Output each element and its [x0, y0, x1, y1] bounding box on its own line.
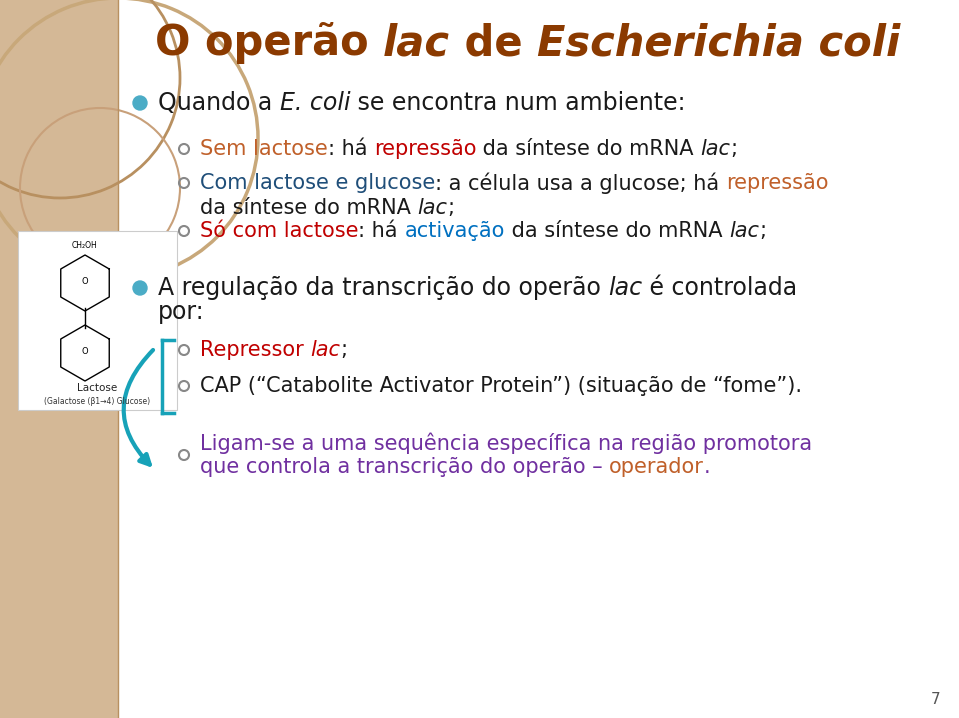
Text: O operão: O operão [155, 22, 384, 64]
Text: ;: ; [448, 198, 455, 218]
Text: : a célula usa a glucose; há: : a célula usa a glucose; há [435, 172, 726, 194]
Text: lac: lac [608, 276, 643, 300]
Text: Quando a: Quando a [158, 91, 280, 115]
Text: repressão: repressão [726, 173, 829, 193]
Text: é controlada: é controlada [643, 276, 798, 300]
Text: repressão: repressão [374, 139, 477, 159]
Circle shape [133, 281, 147, 295]
Text: Repressor: Repressor [200, 340, 311, 360]
Text: O: O [82, 276, 88, 286]
Text: (Galactose (β1→4) Glucose): (Galactose (β1→4) Glucose) [44, 396, 151, 406]
Text: A regulação da transcrição do operão: A regulação da transcrição do operão [158, 276, 608, 300]
Text: ;: ; [760, 221, 766, 241]
Text: lac: lac [700, 139, 731, 159]
Text: lac: lac [311, 340, 340, 360]
Text: CAP (“Catabolite Activator Protein”) (situação de “fome”).: CAP (“Catabolite Activator Protein”) (si… [200, 376, 802, 396]
Text: : há: : há [328, 139, 374, 159]
Text: operador: operador [609, 457, 704, 477]
FancyBboxPatch shape [18, 231, 177, 410]
Text: de: de [450, 22, 537, 64]
Text: da síntese do mRNA: da síntese do mRNA [200, 198, 417, 218]
Text: activação: activação [405, 221, 505, 241]
Text: E. coli: E. coli [280, 91, 350, 115]
Text: 7: 7 [930, 692, 940, 707]
Text: Lactose: Lactose [78, 383, 118, 393]
Text: Escherichia coli: Escherichia coli [537, 22, 901, 64]
Text: O: O [82, 347, 88, 355]
Text: Ligam-se a uma sequência específica na região promotora: Ligam-se a uma sequência específica na r… [200, 432, 812, 454]
Text: da síntese do mRNA: da síntese do mRNA [477, 139, 700, 159]
Circle shape [133, 96, 147, 110]
Text: se encontra num ambiente:: se encontra num ambiente: [350, 91, 686, 115]
Text: Com lactose e glucose: Com lactose e glucose [200, 173, 435, 193]
Text: ;: ; [731, 139, 737, 159]
Text: por:: por: [158, 300, 204, 324]
Text: que controla a transcrição do operão –: que controla a transcrição do operão – [200, 457, 609, 477]
Text: ;: ; [340, 340, 347, 360]
Text: lac: lac [417, 198, 448, 218]
Text: Só com lactose: Só com lactose [200, 221, 359, 241]
Text: Sem lactose: Sem lactose [200, 139, 328, 159]
Text: CH₂OH: CH₂OH [72, 241, 98, 249]
Text: .: . [704, 457, 711, 477]
Bar [0, 0, 118, 718]
Text: : há: : há [359, 221, 405, 241]
Text: da síntese do mRNA: da síntese do mRNA [505, 221, 729, 241]
Text: lac: lac [729, 221, 760, 241]
Text: lac: lac [384, 22, 450, 64]
